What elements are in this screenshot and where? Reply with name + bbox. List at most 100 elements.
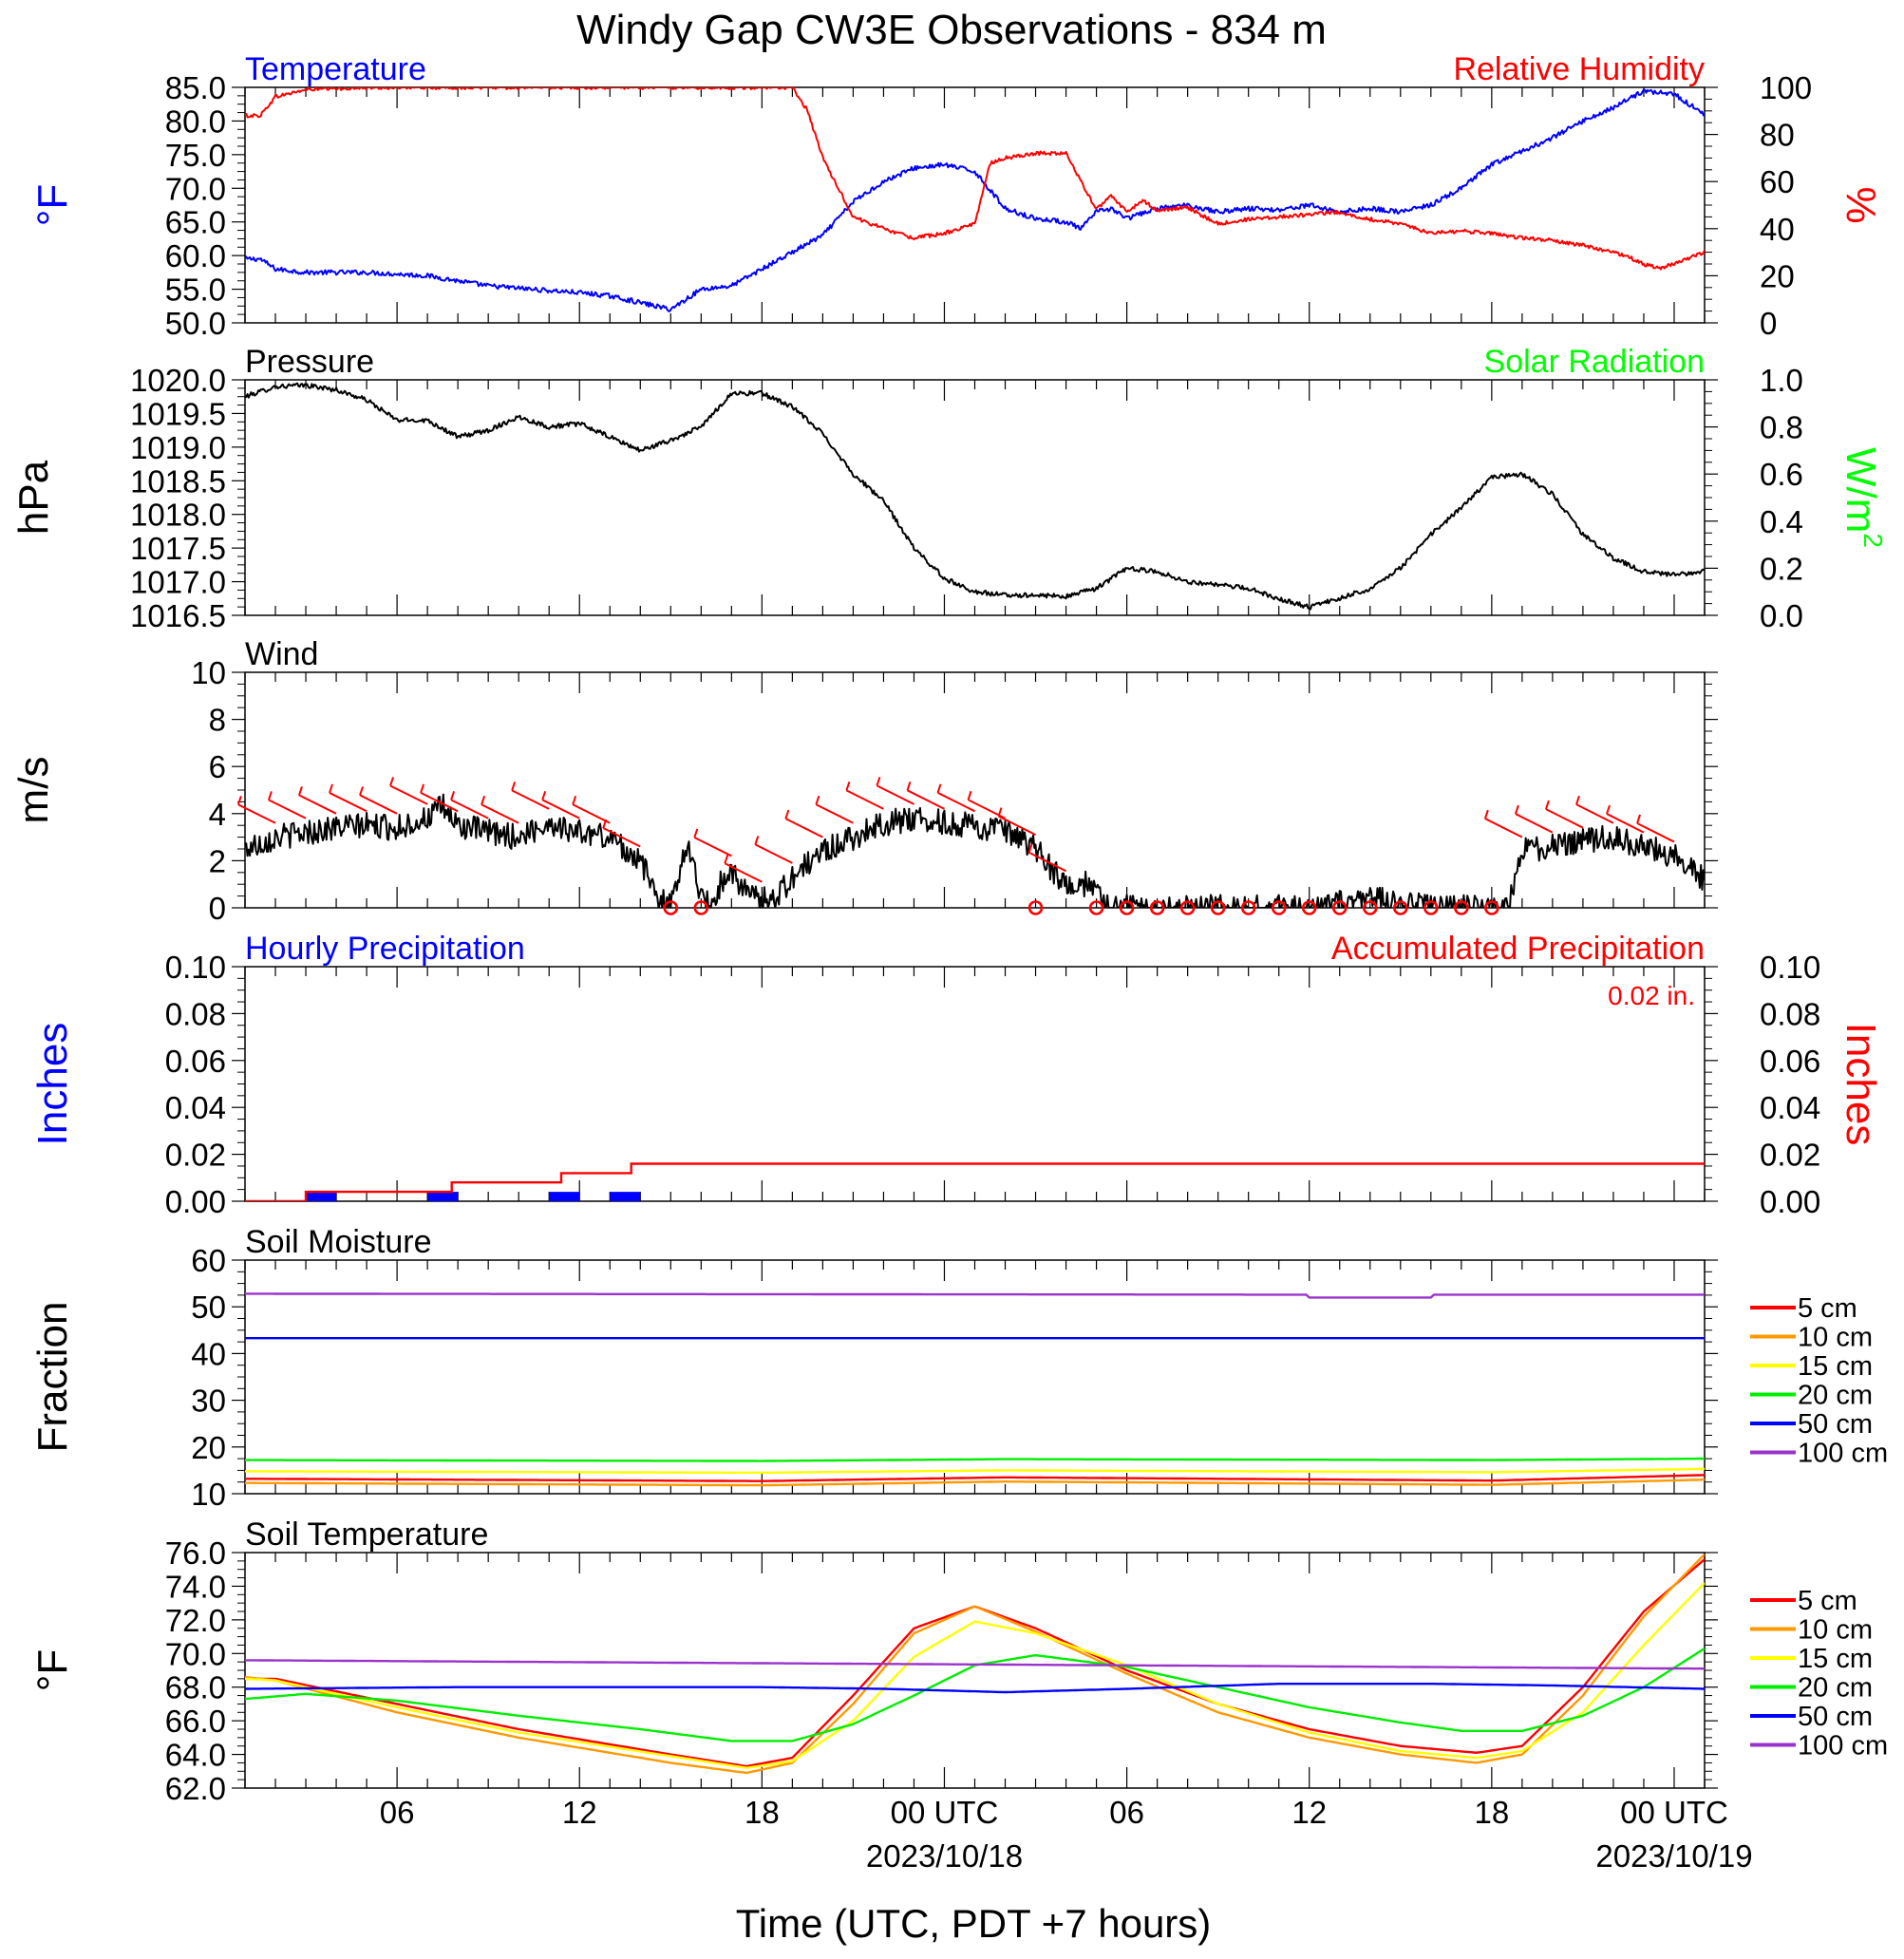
panel-title-right: Relative Humidity (1453, 51, 1705, 87)
calm-marker (1119, 900, 1135, 915)
data-layer (245, 1162, 1705, 1201)
legend-label: 10 cm (1798, 1323, 1873, 1353)
wind-barb-flag (1483, 809, 1489, 819)
wind-barb-flag (724, 854, 729, 864)
calm-marker (1088, 900, 1104, 915)
wind-barb (420, 792, 459, 813)
wind-barb (845, 789, 884, 810)
y-axis-label-right: Inches (1838, 1023, 1884, 1146)
y-tick-label: 6 (209, 749, 226, 784)
panel-temp-rh: 50.055.060.065.070.075.080.085.0 0 20 40 60 8… (29, 51, 1884, 341)
legend-label: 10 cm (1798, 1615, 1873, 1646)
y-tick-label-right: 0.0 (1760, 598, 1803, 633)
panel-soil-temperature: 62.064.066.068.070.072.074.076.0 Soil Tem… (29, 1516, 1888, 1806)
y-tick-label: 85.0 (165, 70, 226, 105)
y-axis-label-left: °F (29, 1649, 76, 1691)
calm-marker (1149, 900, 1165, 915)
y-axis-label-right-text: % (1838, 186, 1884, 223)
wind-barb-flag (267, 791, 273, 801)
wind-barb (572, 803, 611, 824)
data-layer (245, 793, 1705, 908)
y-tick-label-right: 0 (1760, 306, 1777, 341)
panel-precip: 0.00 0.02 0.04 0.06 0.08 0.10 0.00 0.02 0.04 0.06… (29, 931, 1884, 1219)
y-tick-label-right: 0.10 (1760, 950, 1820, 985)
calm-marker (1027, 900, 1044, 915)
y-tick-label: 0.00 (165, 1184, 226, 1219)
y-tick-label-right: 100 (1760, 70, 1812, 105)
plot-frame (244, 671, 1706, 909)
wind-barb-flag (906, 782, 912, 791)
y-tick-label: 1017.0 (130, 565, 226, 600)
calm-marker (693, 900, 709, 915)
y-tick-label: 0 (209, 891, 226, 926)
panel-title-right: Solar Radiation (1484, 344, 1705, 380)
wind-barb (237, 803, 276, 824)
hourly-precip-bar (610, 1192, 641, 1201)
x-axis-label: Time (UTC, PDT +7 hours) (736, 1901, 1212, 1946)
y-tick-label-right: 0.08 (1760, 996, 1820, 1031)
wind-barb (784, 818, 823, 838)
wind-barb (329, 792, 368, 813)
y-tick-label: 1019.0 (130, 430, 226, 465)
data-layer (245, 1553, 1705, 1775)
x-tick-label: 12 (562, 1795, 597, 1830)
series-relative-humidity (245, 87, 1705, 271)
y-tick-label: 1017.5 (130, 531, 226, 566)
y-tick-label: 74.0 (165, 1569, 226, 1604)
y-tick-label-right: 20 (1760, 258, 1795, 293)
calm-marker (1362, 900, 1378, 915)
y-tick-label: 0.04 (165, 1090, 226, 1125)
wind-barb-flag (541, 790, 547, 801)
series-5-cm (245, 1558, 1705, 1768)
wind-barb (815, 803, 854, 824)
calm-marker (1210, 900, 1226, 915)
calm-marker (1454, 900, 1469, 915)
calm-marker (1179, 900, 1196, 915)
y-tick-label: 55.0 (165, 273, 226, 308)
wind-barb-flag (1575, 795, 1580, 805)
y-tick-label: 50 (191, 1290, 226, 1325)
panel-title-left: Hourly Precipitation (245, 931, 525, 967)
series-100-cm (245, 1292, 1705, 1299)
plot-frame (244, 86, 1706, 324)
y-tick-label: 60 (191, 1243, 226, 1278)
legend-label: 100 cm (1798, 1439, 1888, 1469)
y-axis-label-right: % (1838, 186, 1884, 223)
x-tick-label: 06 (380, 1795, 415, 1830)
legend-label: 20 cm (1798, 1673, 1873, 1704)
y-tick-label: 40 (191, 1336, 226, 1371)
panel-title-left: Soil Moisture (245, 1224, 432, 1260)
wind-barb (1484, 818, 1523, 838)
wind-barb (724, 862, 763, 883)
y-tick-label: 66.0 (165, 1704, 226, 1739)
series-20-cm (245, 1457, 1705, 1462)
wind-barb-flag (997, 807, 1003, 817)
wind-barb (268, 799, 307, 819)
y-tick-label: 80.0 (165, 104, 226, 139)
y-tick-label: 76.0 (165, 1535, 226, 1571)
wind-barb-flag (1514, 804, 1519, 815)
wind-barb (1028, 851, 1067, 873)
wind-barb-flag (1636, 814, 1641, 824)
y-tick-label: 70.0 (165, 1636, 226, 1671)
wind-barb-flag (420, 783, 425, 794)
y-tick-label-right: 0.06 (1760, 1044, 1820, 1079)
calm-marker (1271, 900, 1287, 915)
x-tick-label: 00 UTC (891, 1795, 999, 1830)
y-axis-label-right-sup: 2 (1858, 533, 1888, 548)
data-layer (245, 1292, 1705, 1487)
wind-barb (1545, 808, 1584, 829)
series-15-cm (245, 1582, 1705, 1769)
wind-barb-flag (754, 836, 760, 845)
y-tick-label: 0.06 (165, 1044, 226, 1079)
data-layer (245, 382, 1705, 611)
legend-label: 50 cm (1798, 1702, 1873, 1732)
panel-title-left: Temperature (245, 51, 426, 87)
legend-label: 5 cm (1798, 1293, 1857, 1324)
x-tick-date-label: 2023/10/19 (1595, 1838, 1752, 1874)
y-axis-label-left: hPa (10, 460, 57, 535)
y-tick-label: 0.02 (165, 1138, 226, 1173)
wind-barb (1606, 813, 1645, 834)
y-axis-label-left: m/s (10, 757, 57, 824)
